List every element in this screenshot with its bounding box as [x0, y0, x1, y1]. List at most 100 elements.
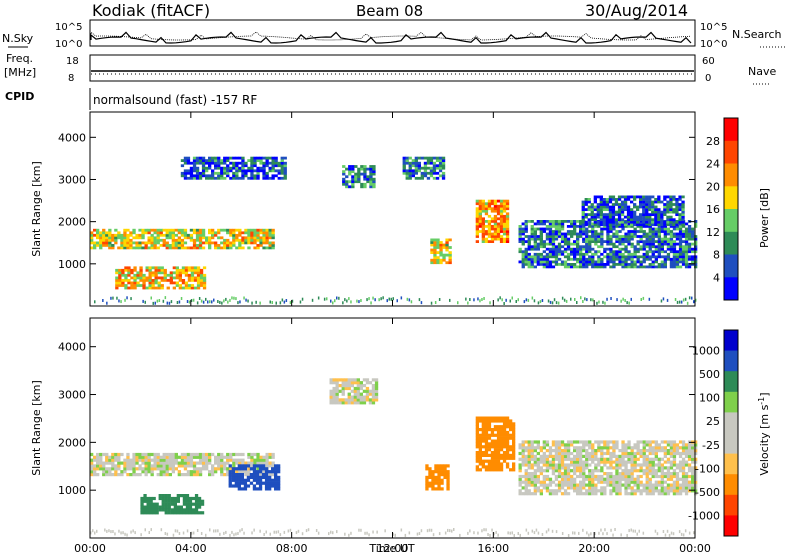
- range-cell: [633, 446, 637, 450]
- range-cell: [672, 257, 677, 261]
- range-cell: [328, 532, 330, 536]
- range-cell: [533, 440, 537, 444]
- range-cell: [573, 232, 577, 236]
- range-cell: [651, 449, 655, 453]
- range-cell: [332, 531, 334, 535]
- range-cell: [602, 532, 604, 536]
- range-cell: [493, 227, 498, 231]
- range-cell: [663, 263, 667, 266]
- range-cell: [621, 463, 625, 467]
- range-cell: [481, 425, 485, 429]
- range-cell: [162, 238, 166, 242]
- range-cell: [576, 257, 580, 261]
- range-cell: [630, 230, 634, 233]
- range-cell: [660, 218, 664, 222]
- range-cell: [232, 241, 236, 245]
- range-cell: [554, 260, 559, 264]
- range-cell: [365, 386, 370, 391]
- range-cell: [560, 472, 565, 476]
- range-cell: [657, 223, 661, 227]
- range-cell: [539, 446, 543, 450]
- range-cell: [651, 451, 655, 456]
- range-cell: [630, 486, 634, 490]
- range-cell: [140, 533, 142, 537]
- range-cell: [332, 392, 336, 396]
- range-cell: [600, 469, 604, 473]
- range-cell: [147, 246, 151, 250]
- range-cell: [268, 169, 272, 173]
- range-cell: [588, 492, 592, 496]
- range-cell: [651, 203, 655, 206]
- range-cell: [615, 492, 619, 496]
- range-cell: [672, 449, 677, 453]
- range-cell: [268, 228, 272, 232]
- range-cell: [639, 223, 643, 227]
- range-cell: [678, 215, 682, 219]
- range-cell: [579, 250, 583, 254]
- range-cell: [253, 176, 257, 180]
- range-cell: [479, 299, 481, 303]
- range-cell: [593, 215, 597, 219]
- range-cell: [585, 477, 589, 481]
- range-cell: [108, 236, 112, 240]
- range-cell: [694, 460, 698, 464]
- range-cell: [579, 247, 583, 251]
- range-cell: [582, 240, 586, 243]
- range-cell: [642, 215, 646, 219]
- range-cell: [487, 220, 492, 223]
- range-cell: [599, 203, 603, 206]
- range-cell: [428, 484, 432, 488]
- range-cell: [223, 244, 227, 247]
- range-cell: [372, 185, 376, 189]
- range-cell: [275, 301, 277, 305]
- range-cell: [170, 502, 174, 506]
- range-cell: [563, 446, 568, 450]
- range-cell: [660, 213, 664, 216]
- range-cell: [576, 301, 578, 304]
- range-cell: [195, 176, 200, 180]
- range-cell: [606, 240, 610, 243]
- range-cell: [405, 169, 409, 173]
- range-cell: [570, 232, 574, 236]
- range-cell: [579, 486, 583, 490]
- range-cell: [542, 230, 546, 233]
- range-cell: [597, 225, 601, 228]
- range-cell: [180, 159, 185, 162]
- range-cell: [566, 265, 571, 269]
- range-cell: [645, 252, 649, 256]
- range-cell: [404, 533, 407, 537]
- range-cell: [660, 457, 664, 461]
- range-cell: [666, 483, 671, 487]
- range-cell: [654, 200, 658, 204]
- range-cell: [114, 467, 118, 471]
- range-cell: [624, 235, 628, 238]
- range-cell: [648, 263, 652, 266]
- range-cell: [118, 273, 122, 277]
- range-cell: [672, 198, 676, 201]
- range-cell: [654, 454, 658, 458]
- range-cell: [684, 460, 689, 464]
- range-cell: [684, 265, 689, 269]
- range-cell: [182, 511, 187, 515]
- range-cell: [147, 470, 151, 474]
- range-cell: [542, 242, 546, 246]
- range-cell: [590, 203, 594, 206]
- range-cell: [531, 296, 534, 300]
- range-cell: [642, 198, 646, 201]
- range-cell: [499, 456, 504, 460]
- range-cell: [618, 457, 622, 461]
- range-cell: [524, 255, 528, 259]
- range-cell: [189, 161, 194, 165]
- range-cell: [117, 246, 121, 250]
- range-cell: [687, 454, 692, 458]
- range-cell: [623, 205, 628, 209]
- range-cell: [195, 452, 200, 457]
- range-cell: [621, 225, 625, 228]
- range-cell: [211, 452, 215, 457]
- range-cell: [301, 297, 304, 301]
- range-cell: [90, 238, 94, 242]
- range-cell: [228, 478, 232, 482]
- range-cell: [687, 469, 692, 473]
- range-cell: [163, 268, 167, 272]
- range-cell: [374, 392, 379, 396]
